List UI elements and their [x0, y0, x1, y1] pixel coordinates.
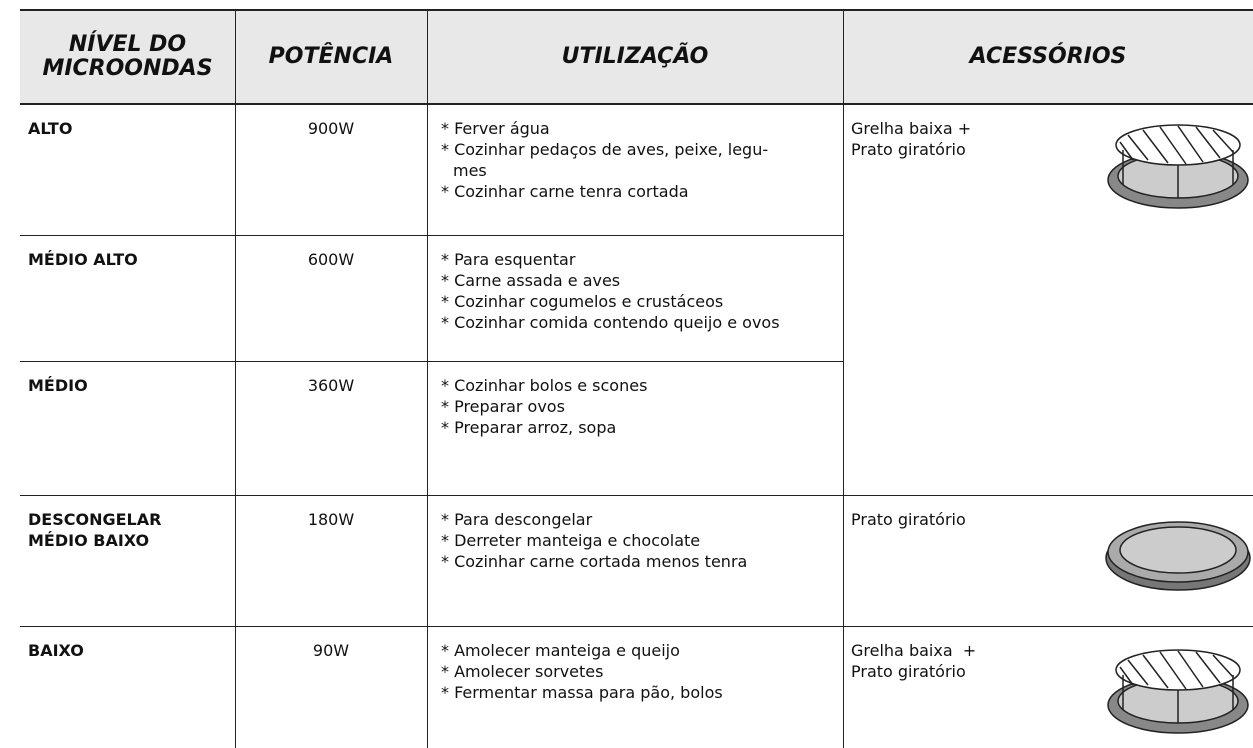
rule: [20, 495, 843, 496]
usage-line: * Carne assada e aves: [441, 271, 621, 290]
header-cell: NÍVEL DO MICROONDAS: [20, 10, 235, 104]
usage-line: * Cozinhar pedaços de aves, peixe, legu-: [441, 140, 769, 159]
header-text: POTÊNCIA: [268, 44, 394, 69]
usage-line: * Cozinhar cogumelos e crustáceos: [441, 292, 724, 311]
rule: [20, 361, 843, 362]
header-cell: ACESSÓRIOS: [843, 10, 1253, 104]
usage-line: * Preparar arroz, sopa: [441, 418, 617, 437]
usage-line: mes: [453, 161, 487, 180]
usage-line: * Cozinhar bolos e scones: [441, 376, 648, 395]
rule: [427, 10, 428, 748]
usage-line: * Amolecer manteiga e queijo: [441, 641, 680, 660]
grill-icon: [1107, 124, 1249, 209]
usage-line: * Cozinhar carne tenra cortada: [441, 182, 689, 201]
usage-line: * Amolecer sorvetes: [441, 662, 604, 681]
usage-line: * Ferver água: [441, 119, 550, 138]
usage-line: * Cozinhar carne cortada menos tenra: [441, 552, 748, 571]
rule: [235, 10, 236, 748]
power: 180W: [307, 510, 355, 529]
power: 90W: [312, 641, 350, 660]
rule: [843, 495, 1253, 496]
usage-line: * Preparar ovos: [441, 397, 565, 416]
accessory-line: Grelha baixa +: [851, 641, 977, 660]
header-cell: UTILIZAÇÃO: [427, 10, 843, 104]
rule: [20, 103, 1253, 105]
rule: [843, 10, 844, 748]
level: ALTO: [28, 119, 73, 138]
accessory-line: Prato giratório: [851, 662, 966, 681]
header-text: ACESSÓRIOS: [969, 44, 1127, 69]
accessory-line: Prato giratório: [851, 510, 966, 529]
rule: [843, 626, 1253, 627]
power: 600W: [307, 250, 355, 269]
grill-icon: [1107, 649, 1249, 734]
header-bg: [20, 10, 1253, 104]
usage-line: * Derreter manteiga e chocolate: [441, 531, 701, 550]
header-text: UTILIZAÇÃO: [561, 44, 709, 69]
level: DESCONGELAR MÉDIO BAIXO: [28, 510, 162, 550]
accessory-line: Grelha baixa +: [851, 119, 972, 138]
usage-line: * Cozinhar comida contendo queijo e ovos: [441, 313, 780, 332]
header-cell: POTÊNCIA: [235, 10, 427, 104]
accessory-line: Prato giratório: [851, 140, 966, 159]
power: 360W: [307, 376, 355, 395]
usage-line: * Fermentar massa para pão, bolos: [441, 683, 723, 702]
rule: [20, 626, 843, 627]
level: MÉDIO ALTO: [28, 250, 138, 269]
level: BAIXO: [28, 641, 84, 660]
plate-icon: [1105, 521, 1251, 591]
usage-line: * Para esquentar: [441, 250, 576, 269]
power: 900W: [307, 119, 355, 138]
header-text: NÍVEL DO MICROONDAS: [42, 32, 213, 81]
rule: [20, 9, 1253, 11]
usage-line: * Para descongelar: [441, 510, 593, 529]
level: MÉDIO: [28, 376, 88, 395]
rule: [20, 235, 843, 236]
